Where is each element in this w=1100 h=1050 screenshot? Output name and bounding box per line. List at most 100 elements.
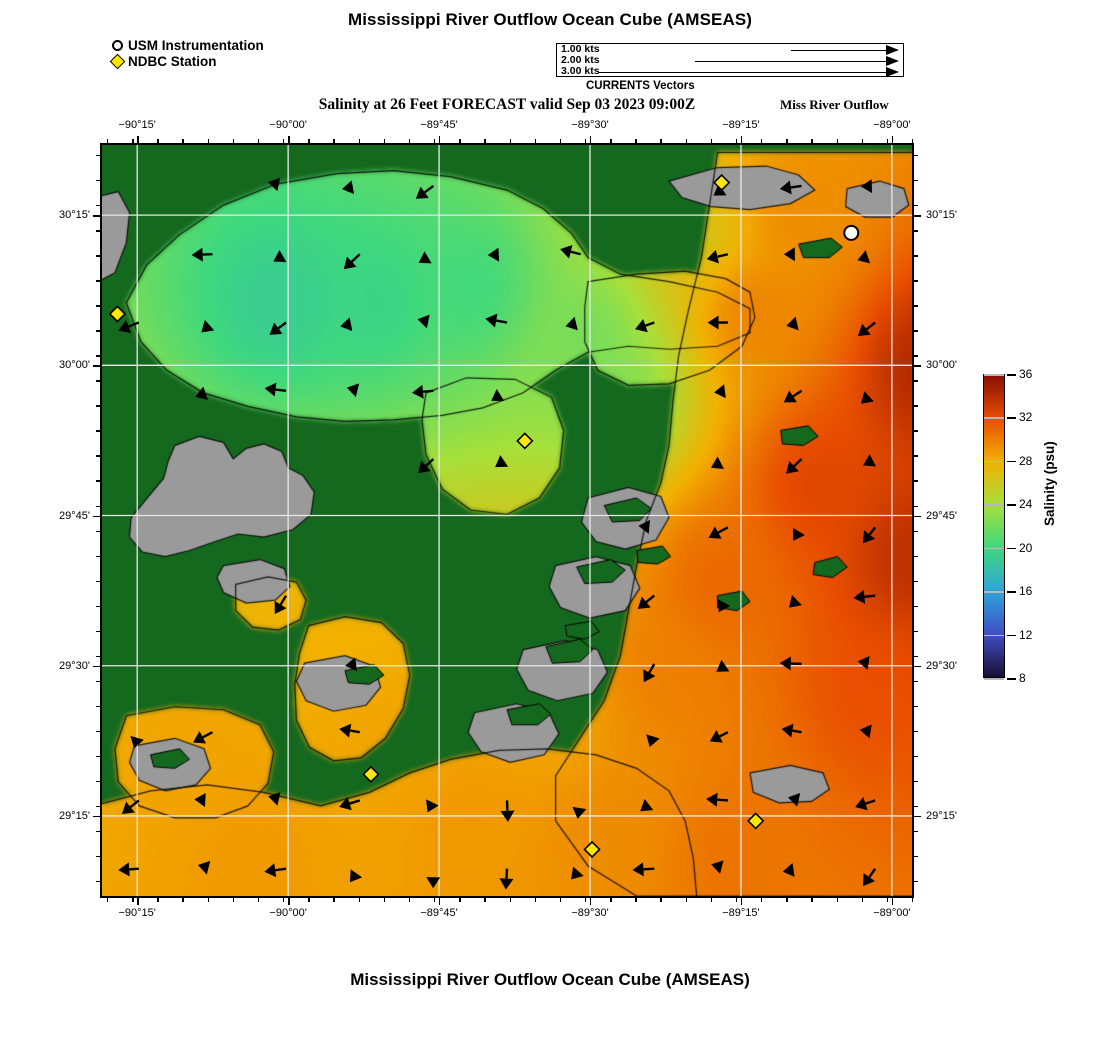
axis-tick (914, 180, 918, 182)
current-vector (783, 389, 803, 403)
axis-tick (96, 630, 100, 633)
current-vector (500, 800, 515, 822)
current-vector (487, 247, 500, 262)
salinity-map[interactable] (100, 143, 914, 898)
current-vector (635, 318, 655, 333)
axis-tick (96, 505, 100, 507)
circle-icon (110, 40, 125, 51)
axis-tick (886, 898, 889, 902)
ndbc-station-marker[interactable] (747, 812, 765, 830)
current-vector (485, 313, 508, 328)
axis-tick (132, 139, 134, 143)
axis-tick (408, 139, 411, 143)
axis-tick (534, 898, 537, 902)
current-vector (339, 723, 360, 738)
colorbar-inner-tick (984, 374, 1004, 376)
axis-tick (93, 815, 100, 818)
axis-tick (914, 430, 918, 432)
current-vector (717, 599, 731, 613)
axis-tick (132, 898, 134, 902)
axis-tick (590, 136, 592, 143)
axis-tick (740, 136, 743, 143)
axis-tick (914, 780, 918, 783)
axis-tick (96, 405, 100, 407)
axis-tick-label: −89°00' (873, 119, 911, 131)
current-vector (710, 456, 724, 469)
axis-tick (96, 580, 100, 582)
axis-tick-label: 30°15' (926, 209, 957, 222)
ndbc-station-marker[interactable] (516, 432, 534, 450)
usm-station-marker[interactable] (843, 224, 860, 241)
arrow-head-icon (886, 45, 899, 55)
ndbc-station-marker[interactable] (583, 840, 601, 859)
axis-tick (891, 898, 894, 905)
ndbc-station-marker[interactable] (362, 765, 380, 783)
colorbar-inner-tick (984, 591, 1004, 593)
current-vector (426, 877, 441, 889)
colorbar-tick-label: 12 (1019, 627, 1033, 642)
axis-tick (96, 230, 100, 232)
axis-tick (96, 805, 100, 808)
axis-tick (891, 136, 894, 143)
axis-tick (914, 881, 918, 883)
axis-tick (207, 898, 210, 902)
current-vector (342, 180, 355, 195)
current-vector (343, 253, 361, 270)
axis-tick (786, 898, 788, 902)
axis-tick (96, 705, 100, 708)
axis-tick (96, 455, 100, 457)
page-title: Mississippi River Outflow Ocean Cube (AM… (347, 10, 753, 29)
axis-tick-label: −89°00' (873, 907, 911, 919)
axis-tick (93, 365, 100, 367)
axis-tick (434, 139, 436, 143)
current-vector (264, 863, 287, 878)
current-vector (786, 316, 799, 331)
axis-tick (283, 898, 285, 902)
axis-tick (912, 139, 914, 143)
axis-tick (96, 355, 100, 357)
axis-tick (914, 830, 918, 833)
axis-tick (660, 139, 662, 143)
axis-tick (358, 139, 360, 143)
axis-tick (914, 505, 918, 507)
colorbar-tick (1007, 504, 1016, 506)
axis-tick (96, 780, 100, 783)
vector-key-row: 2.00 kts (557, 55, 903, 66)
current-vector (191, 247, 213, 262)
axis-tick (836, 139, 838, 143)
axis-tick (96, 530, 100, 532)
current-vector (565, 316, 578, 331)
axis-tick-label: 29°15' (59, 809, 90, 822)
axis-tick (914, 205, 918, 207)
ndbc-station-marker[interactable] (713, 173, 731, 192)
current-vector (708, 526, 729, 539)
colorbar-tick (1007, 417, 1016, 419)
axis-tick (914, 630, 918, 633)
currents-vector-key: 1.00 kts 2.00 kts 3.00 kts (556, 43, 904, 77)
axis-tick (914, 305, 918, 307)
axis-tick (93, 515, 100, 517)
current-vector (857, 655, 870, 670)
axis-tick (333, 139, 335, 143)
current-vector (716, 659, 730, 672)
current-vector (273, 249, 287, 263)
ndbc-station-marker[interactable] (108, 305, 127, 323)
colorbar (983, 374, 1005, 678)
current-vector (418, 251, 432, 264)
axis-tick (96, 205, 100, 207)
vector-key-label-3: 3.00 kts (561, 65, 600, 77)
current-vector (121, 799, 140, 814)
current-vector (201, 319, 215, 333)
current-vector (572, 806, 587, 819)
colorbar-tick-label: 8 (1019, 671, 1026, 685)
colorbar-tick (1007, 591, 1016, 593)
axis-tick (93, 665, 100, 668)
axis-tick (735, 139, 738, 143)
current-vector (269, 321, 287, 335)
current-vector (781, 723, 802, 738)
legend-label-usm: USM Instrumentation (128, 38, 264, 53)
axis-tick (107, 139, 109, 143)
current-vector (193, 731, 214, 744)
footer-title: Mississippi River Outflow Ocean Cube (AM… (350, 970, 750, 989)
colorbar-tick (1007, 547, 1016, 550)
